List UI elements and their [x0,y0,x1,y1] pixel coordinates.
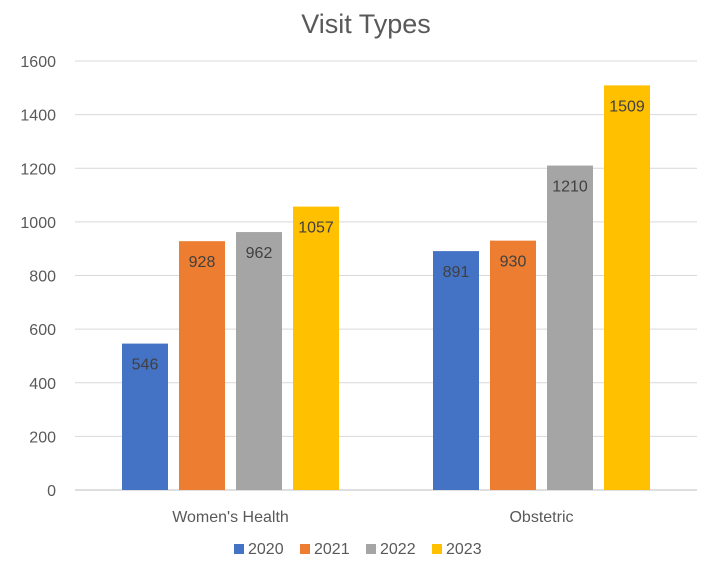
data-label: 1057 [298,220,334,237]
data-label: 962 [246,245,273,262]
y-axis-ticks: 0 200 400 600 800 1000 1200 1400 1600 [20,54,56,500]
y-tick-label: 1400 [20,108,56,125]
bars [122,85,650,491]
legend-label: 2022 [380,541,416,558]
bar-2022 [547,165,593,490]
y-tick-label: 0 [47,483,56,500]
bar-2020 [433,251,479,490]
bar-2023 [293,206,339,491]
y-tick-label: 400 [29,376,56,393]
data-label: 1210 [552,179,588,196]
data-label: 928 [189,254,216,271]
legend: 2020 2021 2022 2023 [234,541,482,558]
y-tick-label: 1200 [20,161,56,178]
y-tick-label: 800 [29,269,56,286]
legend-swatch [234,544,244,554]
chart-title: Visit Types [301,9,431,39]
y-tick-label: 1000 [20,215,56,232]
x-axis-categories: Women's Health Obstetric [172,509,573,526]
legend-label: 2021 [314,541,350,558]
gridlines [75,60,697,491]
legend-label: 2023 [446,541,482,558]
y-tick-label: 1600 [20,54,56,71]
legend-swatch [366,544,376,554]
data-label: 1509 [609,98,645,115]
legend-label: 2020 [248,541,284,558]
bar-2023 [604,85,650,490]
category-label: Women's Health [172,509,289,526]
data-labels: 546 928 962 1057 891 930 1210 1509 [132,98,645,373]
bar-2021 [179,241,225,490]
bar-2020 [122,343,168,490]
legend-swatch [432,544,442,554]
data-label: 930 [500,254,527,271]
category-label: Obstetric [509,509,573,526]
bar-2021 [490,240,536,490]
bar-2022 [236,232,282,490]
y-tick-label: 200 [29,429,56,446]
y-tick-label: 600 [29,322,56,339]
data-label: 891 [443,264,470,281]
legend-swatch [300,544,310,554]
data-label: 546 [132,357,159,374]
